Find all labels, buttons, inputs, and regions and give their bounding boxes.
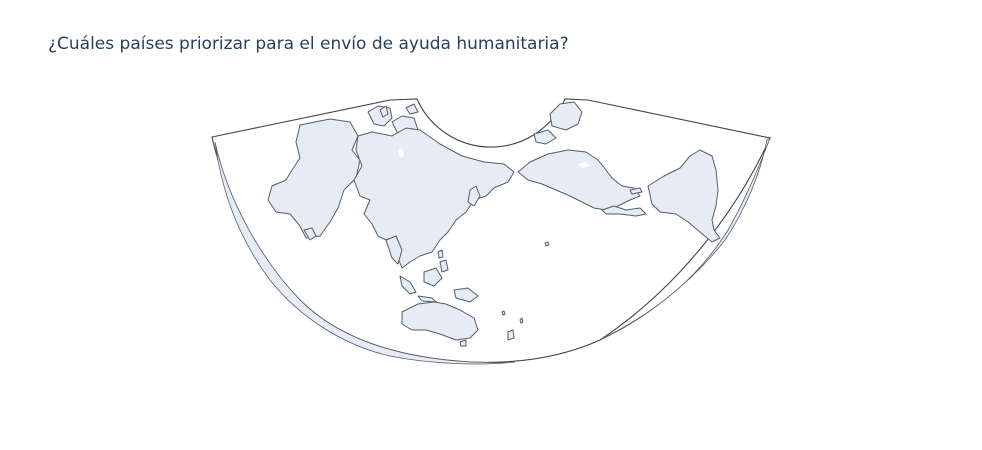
land-philippines [439,259,449,273]
land-new-zealand [507,329,515,341]
land-north-america [517,149,641,211]
antarctica-edge [214,141,516,365]
antarctica-edge-east [599,136,771,341]
land-arctic-islands [533,129,557,145]
land-japan [467,185,481,207]
land-australia [401,301,479,341]
land-caribbean [629,187,643,195]
land-pacific-isle-2 [519,317,524,324]
lake-caspian [398,148,404,158]
lake-great-lakes [578,162,590,168]
land-india [385,235,403,265]
land-pacific-isle-1 [501,310,506,316]
land-eurasia [353,127,515,269]
land-taiwan [437,249,444,259]
land-borneo [423,267,443,287]
land-uk [379,105,389,118]
land-greenland [549,101,583,131]
land-central-america [601,205,647,217]
map-frame [211,98,771,363]
chart-title: ¿Cuáles países priorizar para el envío d… [48,34,569,54]
land-tasmania [459,339,467,347]
land-madagascar [303,227,317,241]
land-hawaii [544,241,550,247]
land-svalbard [405,103,419,115]
land-south-america [647,149,721,243]
land-new-guinea [453,287,479,303]
land-sumatra [399,275,417,295]
